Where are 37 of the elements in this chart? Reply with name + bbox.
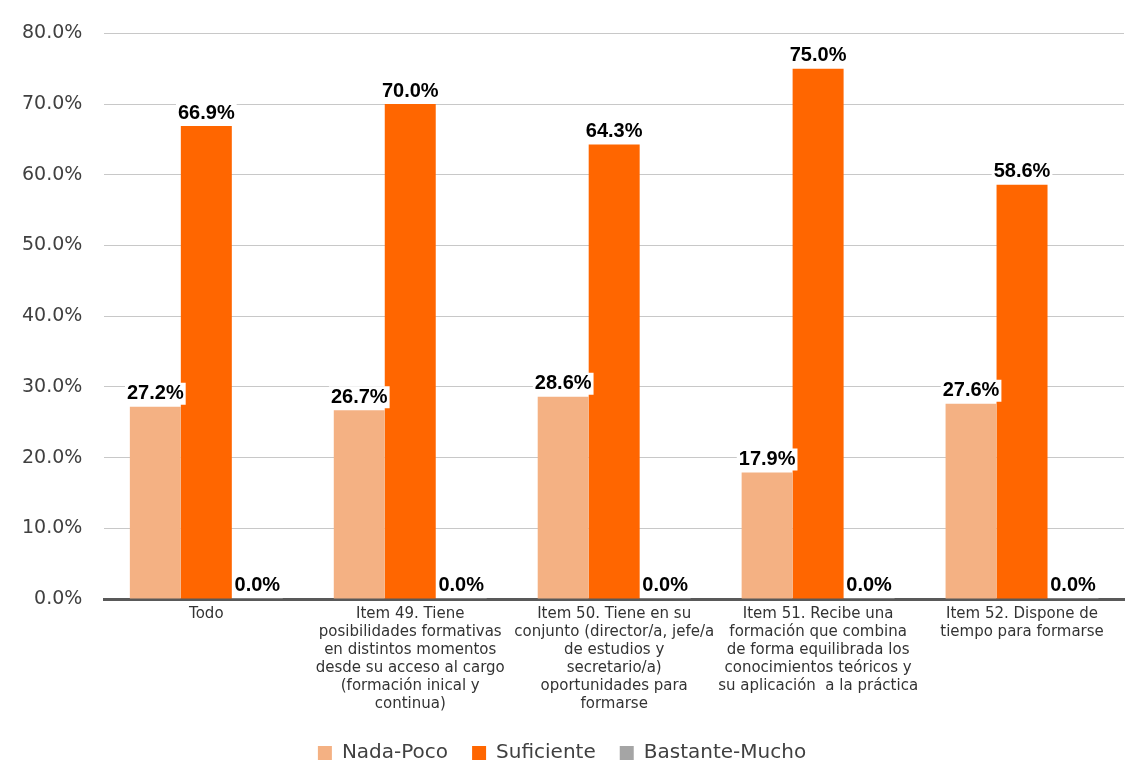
data-label: 0.0%	[438, 572, 485, 595]
x-tick-label: Item 50. Tiene en su conjunto (director/a, jefe/a de estudios y secretario/a) oportunidades para formarse	[514, 603, 715, 712]
legend-label: Suficiente	[496, 739, 596, 764]
data-label: 26.7%	[330, 384, 388, 407]
x-tick-label: Todo	[188, 603, 224, 622]
data-label: 0.0%	[846, 572, 893, 595]
data-label: 64.3%	[585, 118, 643, 141]
data-label: 0.0%	[1050, 572, 1097, 595]
data-label: 0.0%	[642, 572, 689, 595]
y-tick-label: 10.0%	[22, 515, 83, 538]
legend-label: Nada-Poco	[341, 739, 449, 764]
y-tick-label: 60.0%	[22, 161, 83, 184]
bar	[129, 406, 181, 599]
x-tick-label: Item 52. Dispone de tiempo para formarse	[940, 603, 1104, 640]
y-tick-label: 80.0%	[22, 20, 83, 43]
y-tick-label: 0.0%	[34, 585, 83, 608]
y-tick-label: 70.0%	[22, 91, 83, 114]
y-tick-label: 30.0%	[22, 373, 83, 396]
data-label: 75.0%	[789, 43, 847, 66]
y-tick-label: 20.0%	[22, 444, 83, 467]
data-label: 58.6%	[993, 159, 1051, 182]
data-label: 70.0%	[381, 78, 439, 101]
bar	[333, 410, 385, 599]
data-label: 0.0%	[234, 572, 281, 595]
data-label: 27.2%	[126, 381, 184, 404]
y-tick-label: 40.0%	[22, 303, 83, 326]
x-tick-label: Item 51. Recibe una formación que combina de forma equilibrada los conocimientos teóricos y su aplicación a la práctica	[718, 603, 919, 694]
y-tick-label: 50.0%	[22, 232, 83, 255]
data-label: 27.6%	[942, 378, 1000, 401]
bar	[741, 472, 793, 599]
legend-label: Bastante-Mucho	[643, 739, 807, 764]
x-tick-label: Item 49. Tiene posibilidades formativas en distintos momentos desde su acceso al cargo (formación inical y continua)	[315, 603, 505, 712]
bar	[537, 396, 589, 599]
bar	[945, 403, 997, 599]
data-label: 66.9%	[177, 100, 235, 123]
data-label: 17.9%	[738, 446, 796, 469]
data-label: 28.6%	[534, 371, 592, 394]
